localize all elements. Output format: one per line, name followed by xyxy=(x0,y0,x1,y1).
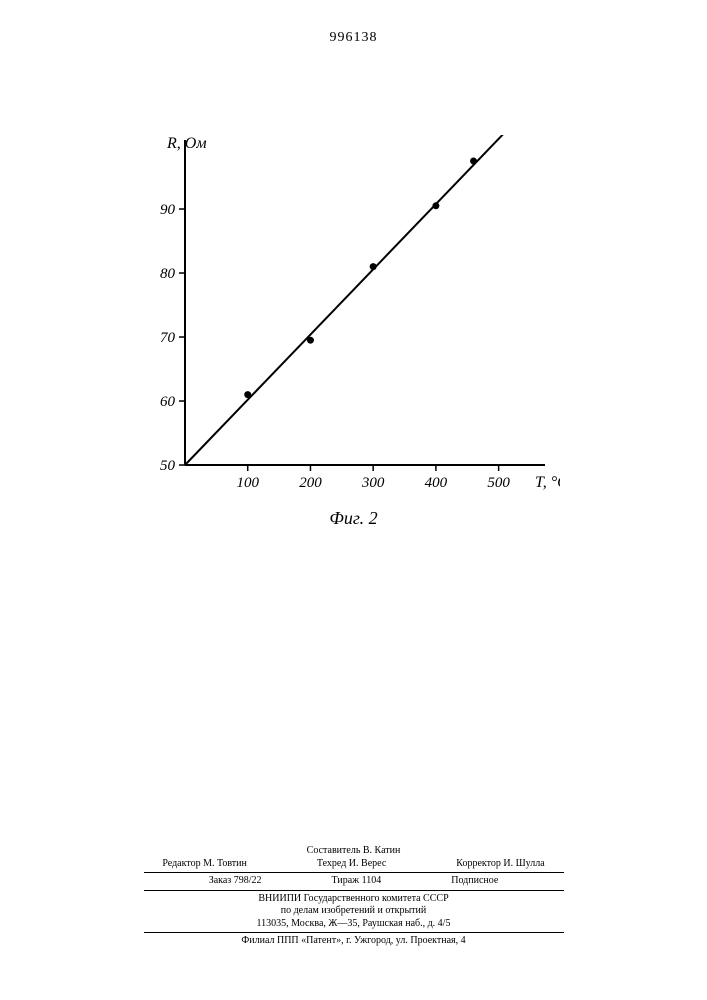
chart-svg: 50 60 70 80 90 100 200 300 400 500 R, Ом T, °C xyxy=(130,135,560,515)
branch-line: Филиал ППП «Патент», г. Ужгород, ул. Про… xyxy=(0,935,707,948)
editor: Редактор М. Товтин xyxy=(162,858,247,871)
svg-text:300: 300 xyxy=(361,475,385,491)
document-number: 996138 xyxy=(0,30,707,46)
svg-text:80: 80 xyxy=(160,266,176,282)
svg-text:200: 200 xyxy=(299,475,322,491)
chart: 50 60 70 80 90 100 200 300 400 500 R, Ом T, °C xyxy=(130,135,560,515)
order: Заказ 798/22 xyxy=(209,875,262,888)
org-line-1: ВНИИПИ Государственного комитета СССР xyxy=(0,893,707,906)
svg-text:400: 400 xyxy=(425,475,448,491)
corrector: Корректор И. Шулла xyxy=(456,858,544,871)
svg-text:60: 60 xyxy=(160,394,176,410)
svg-text:100: 100 xyxy=(236,475,259,491)
tirage: Тираж 1104 xyxy=(332,875,382,888)
svg-text:R, Ом: R, Ом xyxy=(166,135,207,152)
org-line-2: по делам изобретений и открытий xyxy=(0,905,707,918)
svg-text:T, °C: T, °C xyxy=(535,474,560,491)
svg-text:90: 90 xyxy=(160,202,176,218)
figure-caption: Фиг. 2 xyxy=(0,508,707,529)
svg-text:70: 70 xyxy=(160,330,176,346)
credits-row: Редактор М. Товтин Техред И. Верес Корре… xyxy=(0,858,707,871)
org-line-3: 113035, Москва, Ж—35, Раушская наб., д. … xyxy=(0,918,707,931)
subscription: Подписное xyxy=(451,875,498,888)
divider xyxy=(144,890,564,891)
page: 996138 50 60 70 80 90 100 200 300 400 500 R, Ом T, … xyxy=(0,0,707,1000)
divider xyxy=(144,932,564,933)
footer-block: Составитель В. Катин Редактор М. Товтин … xyxy=(0,845,707,948)
compiler-line: Составитель В. Катин xyxy=(0,845,707,858)
print-row: Заказ 798/22 Тираж 1104 Подписное xyxy=(0,875,707,888)
techred: Техред И. Верес xyxy=(317,858,386,871)
svg-text:50: 50 xyxy=(160,458,176,474)
divider xyxy=(144,872,564,873)
svg-text:500: 500 xyxy=(487,475,510,491)
